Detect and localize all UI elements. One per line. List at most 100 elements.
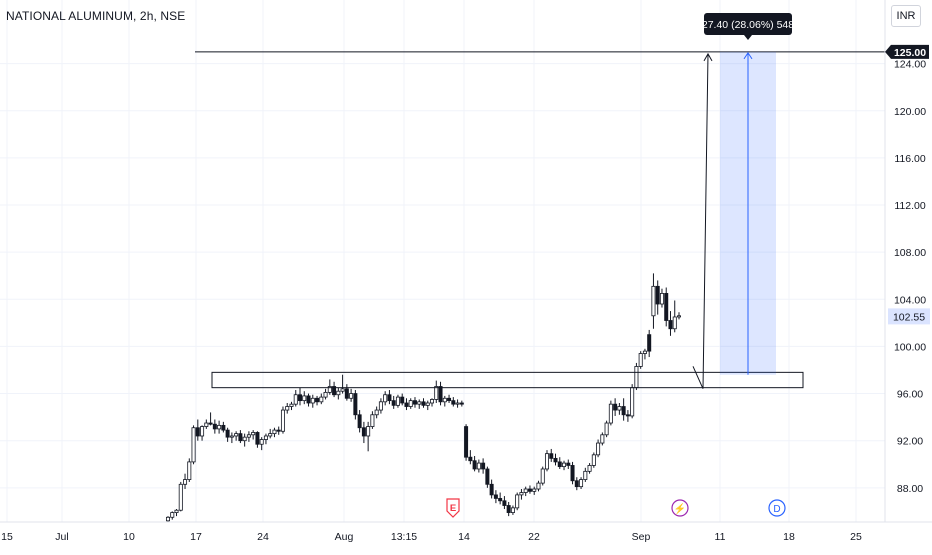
candle-body	[306, 395, 311, 404]
candle-body	[298, 394, 303, 402]
candle-body	[540, 468, 545, 484]
candle	[200, 425, 205, 441]
candle-body	[659, 293, 664, 305]
price-tick-label: 112.00	[894, 200, 925, 212]
dividend-event-label: D	[773, 504, 780, 515]
time-tick-label: 22	[528, 531, 540, 543]
support-zone-box[interactable]	[211, 371, 804, 389]
price-tick-label: 104.00	[894, 294, 926, 306]
candle-body	[481, 462, 486, 470]
candle-body	[510, 507, 515, 513]
earnings-event-icon[interactable]: E	[446, 498, 460, 518]
candle	[336, 387, 341, 400]
candle-body	[383, 394, 388, 403]
price-axis[interactable]: 124.00 120.00 116.00 112.00 108.00 104.00 100.…	[894, 59, 926, 495]
candle-body	[374, 409, 379, 416]
candle	[544, 450, 549, 472]
candle-body	[332, 386, 337, 396]
candle-body	[310, 397, 315, 404]
candle	[510, 505, 515, 515]
candle-body	[174, 509, 179, 513]
candle-body	[425, 402, 430, 406]
candle	[600, 432, 605, 446]
candle	[489, 479, 494, 499]
last-price-flag-text: 102.55	[893, 311, 925, 323]
candle-body	[438, 386, 443, 403]
candle-body	[263, 435, 268, 440]
candle-body	[459, 402, 464, 405]
path-projection-line[interactable]	[692, 53, 709, 389]
candle	[323, 388, 328, 400]
candle-body	[204, 422, 209, 427]
candlestick-series	[165, 273, 682, 522]
candle-body	[170, 512, 175, 518]
candle-body	[562, 462, 567, 468]
measure-label: 27.40 (28.06%) 548	[702, 13, 794, 40]
candle-body	[498, 498, 503, 502]
candle-body	[442, 397, 447, 403]
price-tick-label: 120.00	[894, 106, 926, 118]
candle-body	[229, 435, 234, 438]
candle	[532, 486, 537, 495]
candle	[476, 459, 481, 473]
candle	[621, 398, 626, 421]
time-axis[interactable]: 15 Jul 10 17 24 Aug 13:15 14 22 Sep 11 18 25	[1, 531, 862, 543]
candle	[310, 394, 315, 408]
candle-body	[613, 403, 618, 411]
candle	[263, 433, 268, 445]
candle-body	[630, 387, 635, 417]
candle-body	[191, 427, 196, 463]
candle	[630, 384, 635, 419]
candle-body	[523, 488, 528, 493]
candle	[557, 457, 562, 469]
event-markers[interactable]: E ⚡ D	[446, 498, 786, 518]
candle	[617, 402, 622, 415]
candle-body	[574, 480, 579, 488]
candle	[672, 300, 677, 333]
candle	[527, 485, 532, 494]
candle	[447, 394, 452, 403]
candle	[293, 390, 298, 407]
candle	[183, 473, 188, 490]
candle	[625, 410, 630, 422]
candle	[425, 400, 430, 411]
candle	[523, 486, 528, 497]
candle	[442, 395, 447, 407]
candle-body	[527, 488, 532, 492]
candle-body	[221, 424, 226, 431]
candle	[238, 430, 243, 444]
candle-body	[617, 406, 622, 411]
candle-body	[238, 433, 243, 442]
candle	[208, 412, 213, 426]
currency-button[interactable]: INR	[891, 5, 921, 27]
dividend-event-icon[interactable]: D	[768, 499, 786, 517]
price-tick-label: 92.00	[897, 436, 923, 448]
candle-body	[353, 393, 358, 416]
candle-body	[664, 293, 669, 321]
candle-body	[668, 320, 673, 330]
candle	[404, 398, 409, 411]
candle	[383, 391, 388, 406]
candle	[212, 419, 217, 434]
candle-body	[672, 316, 677, 330]
candle-body	[357, 414, 362, 429]
projection-arrowhead	[743, 51, 753, 60]
candle	[349, 388, 354, 402]
candle	[298, 387, 303, 406]
candle	[468, 450, 473, 465]
candle-body	[638, 353, 643, 367]
candle-body	[408, 400, 413, 407]
candle	[638, 351, 643, 369]
candle	[451, 397, 456, 407]
candle	[217, 420, 222, 434]
split-event-icon[interactable]: ⚡	[671, 499, 689, 517]
candle-body	[549, 453, 554, 459]
candle-body	[400, 396, 405, 404]
candle	[464, 424, 469, 461]
candle	[191, 425, 196, 465]
candle-body	[280, 409, 285, 432]
measure-label-text: 27.40 (28.06%) 548	[702, 19, 794, 31]
time-tick-label: 25	[850, 531, 862, 543]
price-tick-label: 124.00	[894, 59, 926, 71]
